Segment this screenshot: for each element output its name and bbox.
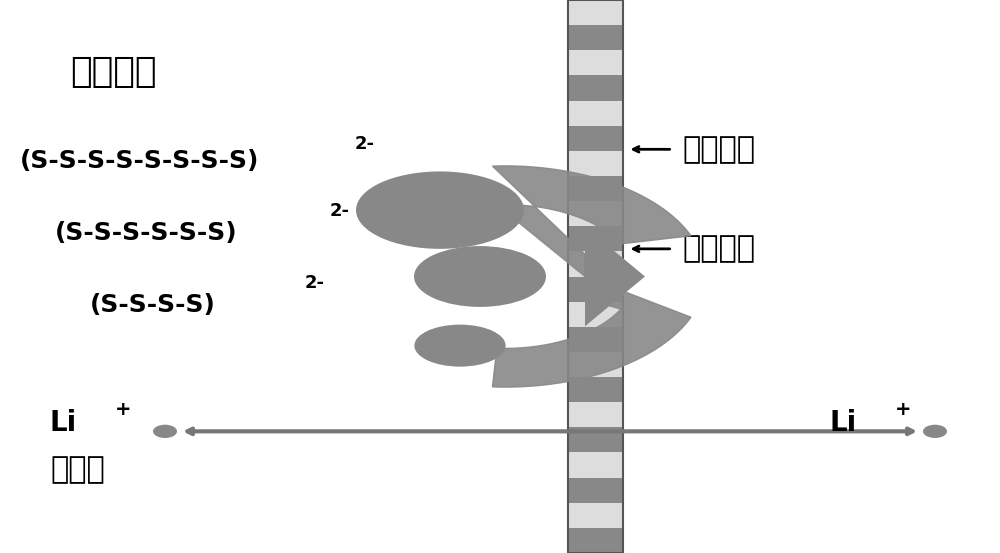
Bar	[568, 226, 622, 252]
Bar	[568, 276, 622, 301]
Bar	[568, 126, 622, 151]
Text: 锂离子: 锂离子	[50, 456, 105, 484]
Bar	[568, 25, 622, 50]
Bar	[568, 75, 622, 101]
Bar	[568, 101, 622, 126]
Text: 聚硫离子: 聚硫离子	[70, 55, 156, 89]
Text: 2-: 2-	[305, 274, 325, 292]
Bar	[568, 252, 622, 276]
Bar	[568, 478, 622, 503]
Circle shape	[923, 425, 947, 438]
Bar	[568, 427, 622, 452]
Text: +: +	[115, 400, 132, 419]
Bar	[568, 201, 622, 226]
Text: 隔膜基体: 隔膜基体	[682, 135, 756, 164]
Bar	[568, 402, 622, 427]
Ellipse shape	[356, 171, 524, 249]
Polygon shape	[492, 276, 691, 387]
Polygon shape	[585, 227, 645, 326]
Bar	[568, 327, 622, 352]
Text: Li: Li	[830, 409, 857, 437]
Bar	[568, 452, 622, 478]
Bar	[568, 377, 622, 402]
Text: (S-S-S-S-S-S): (S-S-S-S-S-S)	[55, 221, 238, 245]
Bar	[568, 503, 622, 528]
Ellipse shape	[414, 246, 546, 307]
Ellipse shape	[414, 325, 506, 367]
Polygon shape	[492, 166, 691, 276]
Text: (S-S-S-S): (S-S-S-S)	[90, 293, 216, 317]
Text: +: +	[895, 400, 912, 419]
Text: 离子孔道: 离子孔道	[682, 234, 756, 263]
Text: 2-: 2-	[355, 135, 375, 154]
Bar	[568, 151, 622, 176]
Text: (S-S-S-S-S-S-S-S): (S-S-S-S-S-S-S-S)	[20, 149, 259, 173]
Bar	[568, 528, 622, 553]
Bar	[568, 352, 622, 377]
Text: 2-: 2-	[330, 202, 350, 220]
Bar	[568, 50, 622, 75]
Bar	[568, 0, 622, 25]
Bar	[568, 0, 622, 553]
Bar	[568, 176, 622, 201]
Circle shape	[153, 425, 177, 438]
Bar	[568, 301, 622, 327]
Text: Li: Li	[50, 409, 77, 437]
